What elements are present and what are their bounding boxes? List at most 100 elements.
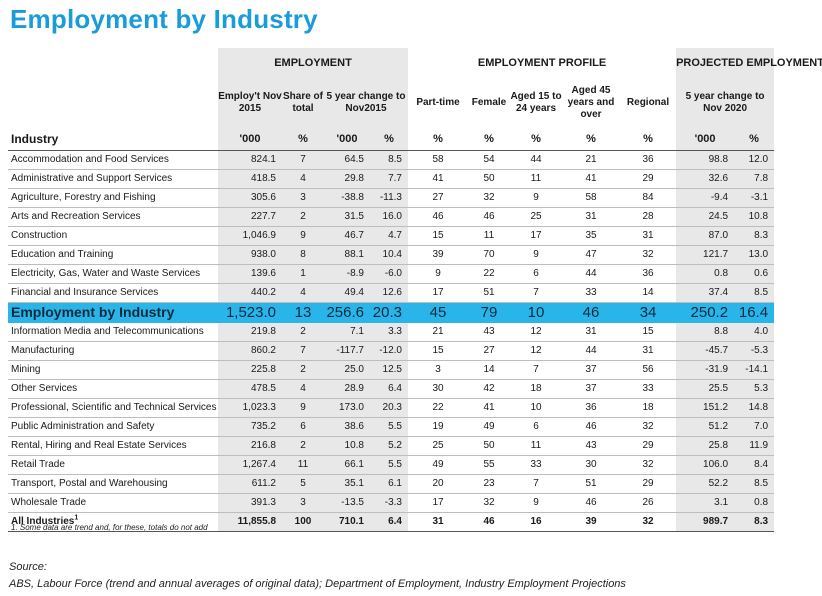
- aged-45-over-cell: 37: [562, 360, 620, 380]
- share-cell: 100: [282, 512, 324, 532]
- female-cell: 27: [468, 341, 510, 361]
- employ-cell: 11,855.8: [218, 512, 282, 532]
- employ-cell: 1,046.9: [218, 226, 282, 246]
- part-time-cell: 41: [408, 169, 468, 189]
- share-cell: 13: [282, 302, 324, 323]
- projected-pct-cell: -5.3: [734, 341, 775, 361]
- table-row: Mining 225.8 2 25.0 12.5 3 14 7 37 56 -31.9 -14.1: [8, 360, 816, 380]
- share-cell: 7: [282, 150, 324, 170]
- aged-45-over-cell: 31: [562, 207, 620, 227]
- change-pct-cell: 6.4: [370, 379, 408, 399]
- change-pct-cell: 20.3: [370, 302, 408, 323]
- table-row: Public Administration and Safety 735.2 6 38…: [8, 417, 816, 437]
- regional-cell: 26: [620, 493, 677, 513]
- share-cell: 4: [282, 169, 324, 189]
- change-pct-cell: -11.3: [370, 188, 408, 208]
- projected-pct-cell: 13.0: [734, 245, 775, 265]
- table-row: Rental, Hiring and Real Estate Services 2…: [8, 436, 816, 456]
- table-row: Administrative and Support Services 418.5…: [8, 169, 816, 189]
- aged-15-24-cell: 6: [510, 417, 562, 437]
- employ-cell: 1,023.3: [218, 398, 282, 418]
- female-cell: 32: [468, 493, 510, 513]
- part-time-cell: 17: [408, 493, 468, 513]
- female-cell: 46: [468, 512, 510, 532]
- industry-name: Construction: [8, 226, 218, 246]
- projected-change-cell: 32.6: [676, 169, 735, 189]
- female-cell: 41: [468, 398, 510, 418]
- footnote-marker: 1: [74, 514, 79, 522]
- change-cell: 25.0: [324, 360, 370, 380]
- part-time-cell: 21: [408, 322, 468, 342]
- highlighted-row: Employment by Industry 1,523.0 13 256.6 20.3…: [8, 302, 816, 323]
- aged-15-24-cell: 9: [510, 188, 562, 208]
- part-time-cell: 46: [408, 207, 468, 227]
- industry-name: Employment by Industry: [8, 302, 218, 323]
- col-share-total: Share of total: [282, 78, 324, 128]
- industry-name: Education and Training: [8, 245, 218, 265]
- aged-15-24-cell: 12: [510, 341, 562, 361]
- projected-pct-cell: 4.0: [734, 322, 775, 342]
- part-time-cell: 39: [408, 245, 468, 265]
- industry-name: Arts and Recreation Services: [8, 207, 218, 227]
- female-cell: 49: [468, 417, 510, 437]
- share-cell: 11: [282, 455, 324, 475]
- aged-45-over-cell: 46: [562, 417, 620, 437]
- female-cell: 50: [468, 436, 510, 456]
- aged-45-over-cell: 41: [562, 169, 620, 189]
- projected-change-cell: 52.2: [676, 474, 735, 494]
- female-cell: 46: [468, 207, 510, 227]
- aged-15-24-cell: 10: [510, 302, 562, 323]
- projected-change-cell: 3.1: [676, 493, 735, 513]
- aged-15-24-cell: 17: [510, 226, 562, 246]
- aged-15-24-cell: 10: [510, 398, 562, 418]
- change-cell: 28.9: [324, 379, 370, 399]
- group-header-row: EMPLOYMENT EMPLOYMENT PROFILE PROJECTED …: [8, 48, 822, 78]
- change-pct-cell: -3.3: [370, 493, 408, 513]
- industry-name: Mining: [8, 360, 218, 380]
- aged-15-24-cell: 16: [510, 512, 562, 532]
- female-cell: 32: [468, 188, 510, 208]
- part-time-cell: 45: [408, 302, 468, 323]
- regional-cell: 56: [620, 360, 677, 380]
- regional-cell: 28: [620, 207, 677, 227]
- change-pct-cell: 20.3: [370, 398, 408, 418]
- change-cell: 64.5: [324, 150, 370, 170]
- share-cell: 3: [282, 188, 324, 208]
- projected-change-cell: -31.9: [676, 360, 735, 380]
- share-cell: 2: [282, 207, 324, 227]
- change-pct-cell: -6.0: [370, 264, 408, 284]
- regional-cell: 36: [620, 150, 677, 170]
- regional-cell: 33: [620, 379, 677, 399]
- unit-cell: %: [282, 128, 324, 151]
- aged-45-over-cell: 44: [562, 264, 620, 284]
- projected-pct-cell: 8.3: [734, 512, 775, 532]
- change-cell: 256.6: [324, 302, 370, 323]
- projected-change-cell: 121.7: [676, 245, 735, 265]
- change-pct-cell: 10.4: [370, 245, 408, 265]
- projected-pct-cell: 0.8: [734, 493, 775, 513]
- projected-change-cell: 87.0: [676, 226, 735, 246]
- aged-45-over-cell: 44: [562, 341, 620, 361]
- table-row: Wholesale Trade 391.3 3 -13.5 -3.3 17 32 9 46 26 3…: [8, 493, 816, 513]
- unit-cell: %: [562, 128, 620, 151]
- share-cell: 3: [282, 493, 324, 513]
- projected-change-cell: -9.4: [676, 188, 735, 208]
- projected-pct-cell: 8.5: [734, 283, 775, 303]
- industry-name: Wholesale Trade: [8, 493, 218, 513]
- employ-cell: 824.1: [218, 150, 282, 170]
- change-pct-cell: 5.5: [370, 417, 408, 437]
- part-time-cell: 19: [408, 417, 468, 437]
- employ-cell: 139.6: [218, 264, 282, 284]
- change-cell: 38.6: [324, 417, 370, 437]
- regional-cell: 15: [620, 322, 677, 342]
- regional-cell: 18: [620, 398, 677, 418]
- part-time-cell: 27: [408, 188, 468, 208]
- projected-change-cell: 25.8: [676, 436, 735, 456]
- part-time-cell: 9: [408, 264, 468, 284]
- part-time-cell: 30: [408, 379, 468, 399]
- employ-cell: 1,267.4: [218, 455, 282, 475]
- change-pct-cell: 5.2: [370, 436, 408, 456]
- employ-cell: 938.0: [218, 245, 282, 265]
- part-time-cell: 3: [408, 360, 468, 380]
- employ-cell: 1,523.0: [218, 302, 282, 323]
